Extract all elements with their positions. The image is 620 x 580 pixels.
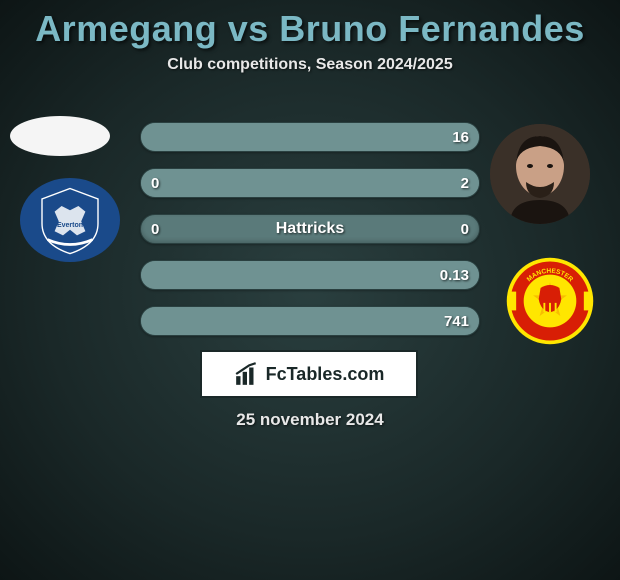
club-right-badge: MANCHESTER UNITED bbox=[500, 258, 600, 344]
stat-row: Matches 16 bbox=[140, 122, 480, 152]
everton-crest-icon: Everton bbox=[35, 185, 105, 255]
stats-container: Matches 16 0 Goals 2 0 Hattricks 0 Goals… bbox=[140, 122, 480, 352]
stat-row: Goals per match 0.13 bbox=[140, 260, 480, 290]
club-left-badge: Everton bbox=[20, 178, 120, 262]
stat-label: Hattricks bbox=[276, 220, 344, 238]
stat-right-value: 2 bbox=[461, 175, 469, 192]
manutd-crest-icon: MANCHESTER UNITED bbox=[503, 254, 597, 348]
stat-row: 0 Hattricks 0 bbox=[140, 214, 480, 244]
stat-row: 0 Goals 2 bbox=[140, 168, 480, 198]
stat-row: Min per goal 741 bbox=[140, 306, 480, 336]
logo-text: FcTables.com bbox=[266, 364, 385, 385]
fctables-logo: FcTables.com bbox=[200, 350, 418, 398]
barchart-icon bbox=[234, 361, 260, 387]
stat-fill bbox=[141, 261, 479, 289]
comparison-date: 25 november 2024 bbox=[0, 410, 620, 430]
stat-left-value: 0 bbox=[151, 221, 159, 238]
stat-right-value: 16 bbox=[452, 129, 469, 146]
stat-right-value: 0 bbox=[461, 221, 469, 238]
stat-fill bbox=[141, 169, 479, 197]
svg-text:Everton: Everton bbox=[57, 222, 83, 229]
stat-fill bbox=[141, 123, 479, 151]
player-right-avatar bbox=[490, 124, 590, 224]
stat-fill bbox=[141, 307, 479, 335]
stat-left-value: 0 bbox=[151, 175, 159, 192]
stat-right-value: 741 bbox=[444, 313, 469, 330]
page-title: Armegang vs Bruno Fernandes bbox=[0, 0, 620, 50]
season-subtitle: Club competitions, Season 2024/2025 bbox=[0, 56, 620, 74]
stat-right-value: 0.13 bbox=[440, 267, 469, 284]
player-left-avatar bbox=[10, 116, 110, 156]
